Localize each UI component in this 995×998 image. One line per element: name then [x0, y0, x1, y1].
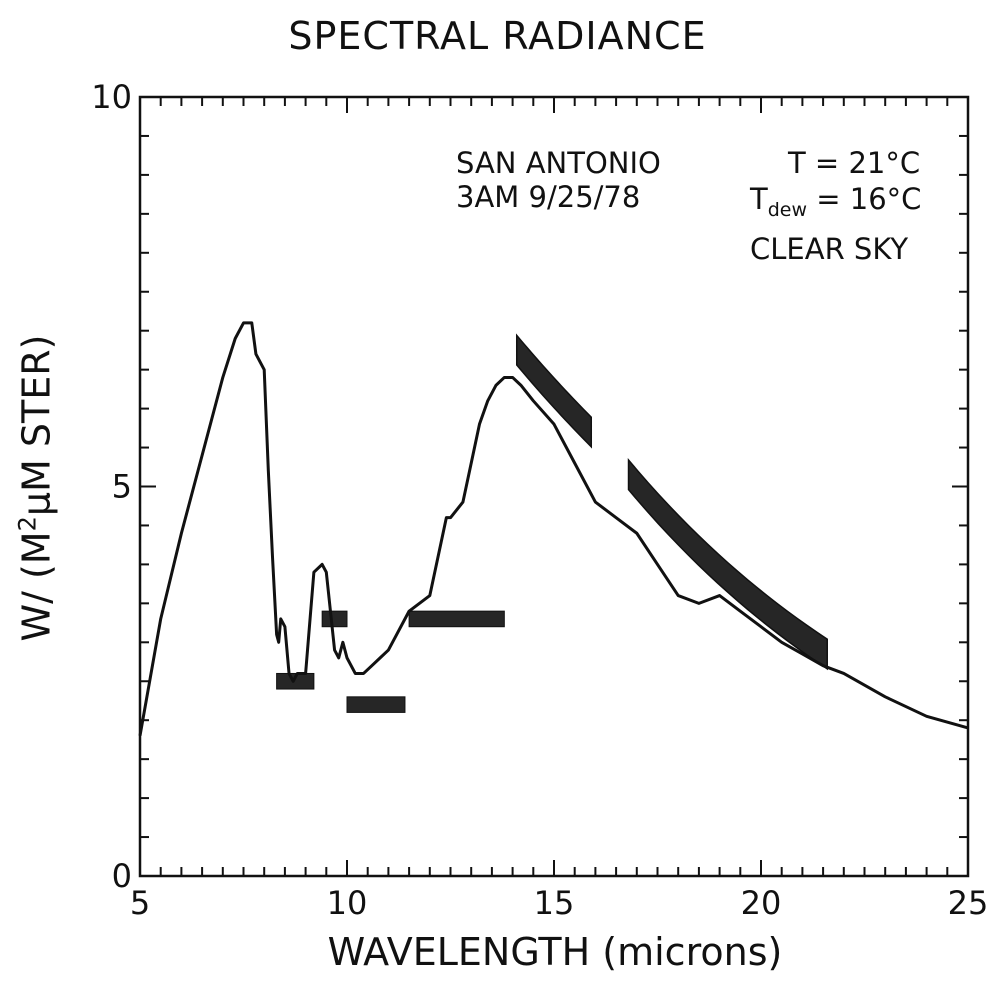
x-tick-label: 15 [534, 884, 575, 922]
radiance-curve [138, 321, 969, 737]
annotation-datetime: 3AM 9/25/78 [456, 180, 641, 214]
x-tick-label: 10 [327, 884, 368, 922]
annotation-temperature: T = 21°C [788, 146, 921, 180]
y-tick-label: 10 [91, 78, 132, 116]
annotation-sky: CLEAR SKY [750, 232, 909, 266]
measurement-bar [346, 696, 406, 713]
dewpoint-symbol: T [750, 182, 768, 216]
y-tick-label: 0 [112, 857, 132, 895]
measurement-bar [408, 610, 505, 628]
dewpoint-subscript: dew [767, 198, 808, 221]
dewpoint-value: = 16°C [807, 182, 922, 216]
measurement-bar [276, 672, 315, 690]
x-axis-label: WAVELENGTH (microns) [327, 930, 783, 974]
chart-title: SPECTRAL RADIANCE [288, 14, 707, 58]
y-tick-label: 5 [112, 468, 132, 506]
x-tick-label: 5 [130, 884, 150, 922]
planck-band [515, 333, 593, 449]
annotation-dewpoint: Tdew = 16°C [750, 182, 921, 227]
x-tick-label: 25 [948, 884, 989, 922]
annotation-location: SAN ANTONIO [456, 146, 661, 180]
measurement-bar [321, 610, 348, 628]
x-tick-label: 20 [741, 884, 782, 922]
